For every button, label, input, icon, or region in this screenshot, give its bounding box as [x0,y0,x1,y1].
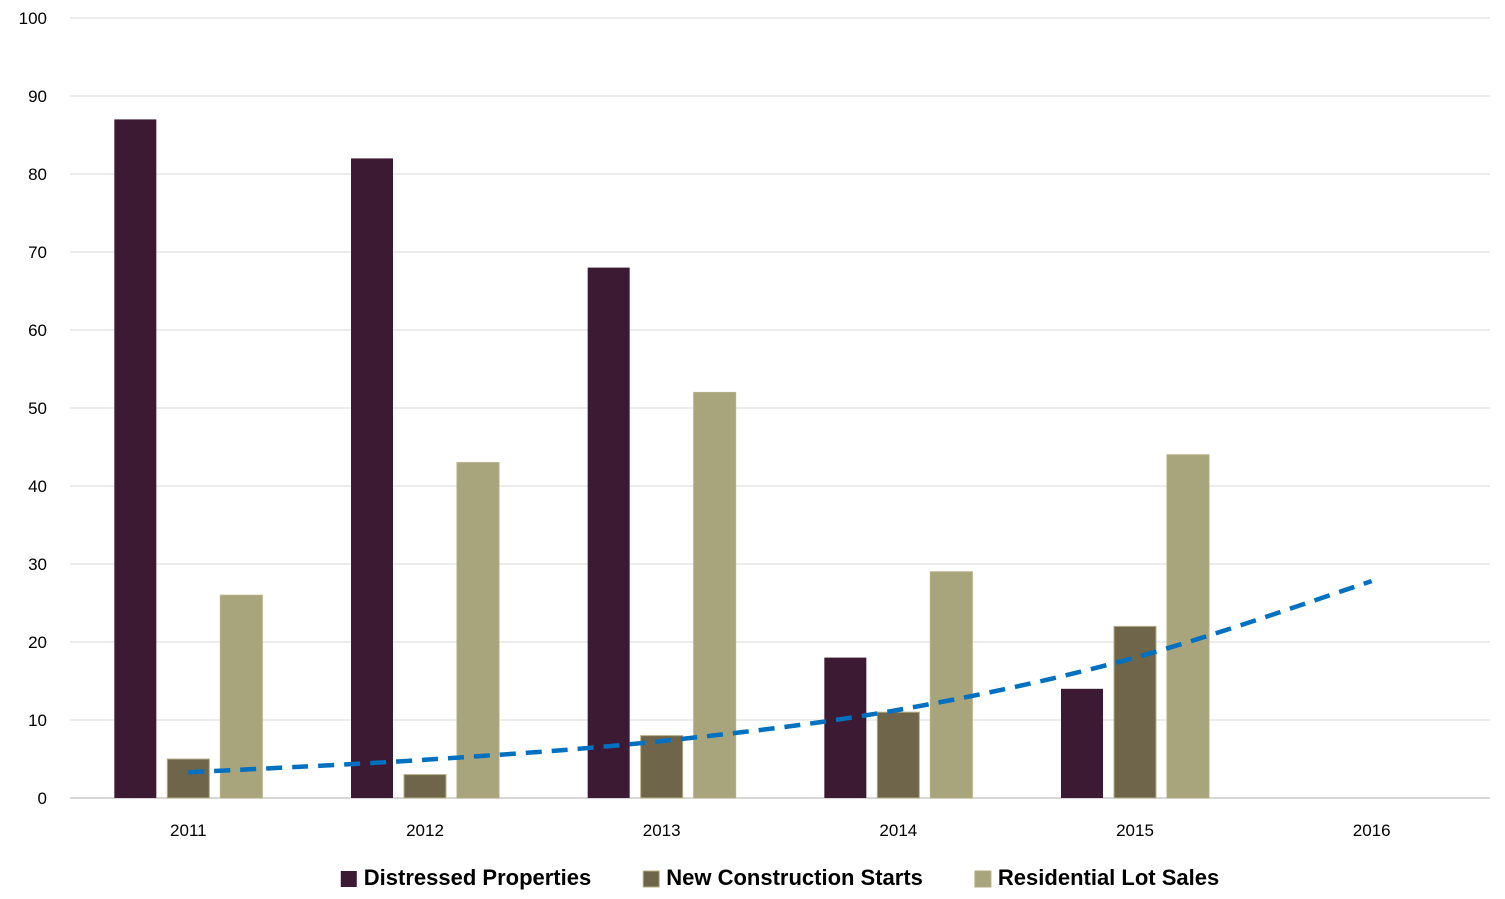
legend-item-distressed-properties: Distressed Properties [340,865,591,890]
bar-residential-lot-sales-2011 [219,594,263,799]
bar-new-construction-starts-2014 [876,711,920,799]
legend-swatch [642,870,660,888]
y-tick-label: 40 [28,477,47,496]
legend-swatch [974,870,992,888]
x-tick-label: 2013 [643,821,681,840]
bars [114,119,1210,799]
bar-distressed-properties-2015 [1061,688,1103,798]
gridlines [70,17,1490,799]
legend: Distressed Properties New Construction St… [340,865,1219,890]
bar-residential-lot-sales-2012 [456,462,500,799]
x-axis-tick-labels: 2011 2012 2013 2014 2015 2016 [170,821,1391,840]
y-tick-label: 70 [28,243,47,262]
bar-residential-lot-sales-2013 [693,391,737,799]
legend-label: Residential Lot Sales [998,865,1219,890]
y-tick-label: 80 [28,165,47,184]
x-tick-label: 2016 [1353,821,1391,840]
y-tick-label: 10 [28,711,47,730]
y-tick-label: 60 [28,321,47,340]
bar-distressed-properties-2014 [824,657,867,798]
bar-residential-lot-sales-2014 [929,571,973,799]
x-tick-label: 2012 [406,821,444,840]
bar-residential-lot-sales-2015 [1166,454,1210,799]
y-tick-label: 0 [38,789,47,808]
y-tick-label: 20 [28,633,47,652]
y-tick-label: 50 [28,399,47,418]
legend-item-residential-lot-sales: Residential Lot Sales [974,865,1219,890]
legend-label: Distressed Properties [364,865,591,890]
legend-item-new-construction-starts: New Construction Starts [642,865,923,890]
x-tick-label: 2014 [879,821,917,840]
x-tick-label: 2011 [170,821,207,840]
bar-distressed-properties-2011 [114,119,157,798]
y-axis-tick-labels: 0 10 20 30 40 50 60 70 80 90 100 [19,9,47,808]
legend-swatch [340,871,357,887]
bar-new-construction-starts-2013 [640,735,684,799]
x-tick-label: 2015 [1116,821,1154,840]
bar-distressed-properties-2012 [351,158,393,798]
y-tick-label: 30 [28,555,47,574]
bar-new-construction-starts-2012 [403,774,447,799]
y-tick-label: 90 [28,87,47,106]
y-tick-label: 100 [19,9,47,28]
bar-new-construction-starts-2011 [166,758,210,799]
bar-distressed-properties-2013 [587,267,630,799]
trendline-new-construction-starts [188,579,1373,775]
legend-label: New Construction Starts [666,865,923,890]
trendline-layer [188,579,1373,775]
